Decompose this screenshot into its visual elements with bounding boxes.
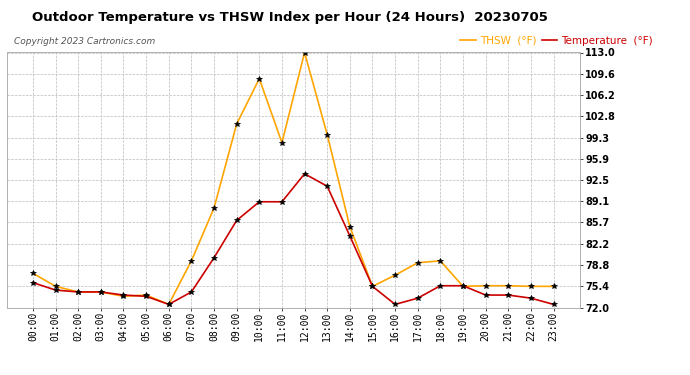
Legend: THSW  (°F), Temperature  (°F): THSW (°F), Temperature (°F) — [456, 32, 657, 50]
Text: Copyright 2023 Cartronics.com: Copyright 2023 Cartronics.com — [14, 38, 155, 46]
Text: Outdoor Temperature vs THSW Index per Hour (24 Hours)  20230705: Outdoor Temperature vs THSW Index per Ho… — [32, 11, 548, 24]
